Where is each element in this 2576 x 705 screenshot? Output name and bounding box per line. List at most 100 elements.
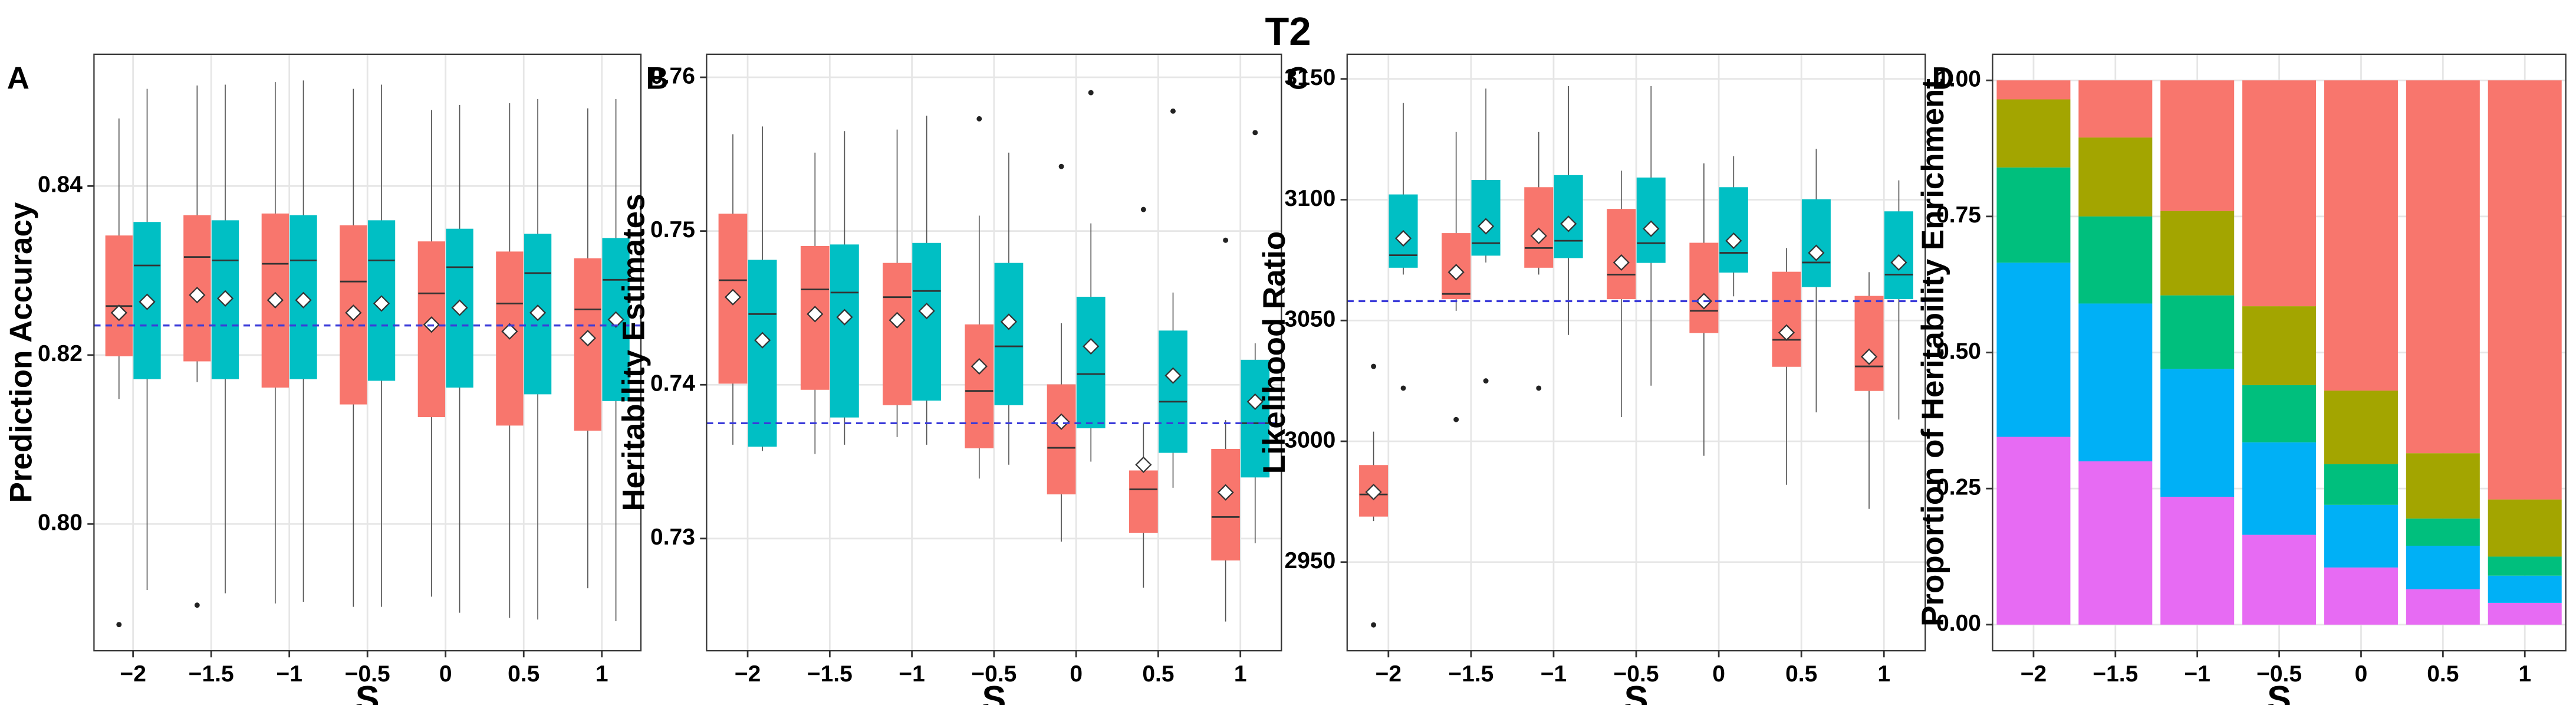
bar-segment xyxy=(2406,80,2480,454)
bar-segment xyxy=(2488,556,2562,576)
box xyxy=(994,263,1024,405)
mean-marker xyxy=(1778,324,1795,341)
mean-marker xyxy=(1560,215,1577,232)
mean-marker xyxy=(345,304,362,322)
bar-segment xyxy=(2406,546,2480,589)
panel-label: D xyxy=(1932,61,1954,96)
mean-marker xyxy=(807,306,824,323)
x-tick-label: −1 xyxy=(899,661,925,687)
mean-marker xyxy=(1725,232,1742,250)
bar-segment xyxy=(2078,461,2153,625)
mean-marker xyxy=(529,304,547,322)
mean-marker xyxy=(216,290,234,307)
x-axis-title: S xyxy=(982,679,1006,705)
outlier xyxy=(1371,363,1377,369)
bar-segment xyxy=(2488,602,2562,625)
box xyxy=(1554,175,1583,258)
x-tick-label: −2 xyxy=(735,661,761,687)
x-tick-label: 1 xyxy=(1877,661,1890,687)
box xyxy=(1719,187,1748,273)
bar-segment xyxy=(2160,211,2235,296)
bar-segment xyxy=(2078,80,2153,138)
bar-segment xyxy=(2324,80,2398,391)
box xyxy=(1854,296,1884,391)
x-tick-label: 0 xyxy=(2355,661,2368,687)
box xyxy=(1607,209,1636,300)
x-tick-label: −1 xyxy=(276,661,302,687)
mean-marker xyxy=(607,311,624,328)
mean-marker xyxy=(189,286,206,304)
panel-label: C xyxy=(1287,61,1309,96)
panel-label: B xyxy=(646,61,668,96)
bar-segment xyxy=(1996,80,2071,100)
y-tick-label: 0.75 xyxy=(1936,202,1981,228)
mean-marker xyxy=(1217,484,1234,501)
box xyxy=(1211,448,1241,561)
bar-segment xyxy=(2324,567,2398,625)
y-tick-label: 0.74 xyxy=(650,371,695,396)
bar-segment xyxy=(2242,535,2317,625)
x-tick-label: 1 xyxy=(596,661,608,687)
box xyxy=(830,244,859,418)
bar-segment xyxy=(2488,80,2562,500)
mean-marker xyxy=(754,332,771,349)
box xyxy=(748,260,777,447)
y-tick-label: 2950 xyxy=(1285,548,1336,573)
outlier xyxy=(116,622,122,628)
mean-marker xyxy=(1365,483,1382,501)
x-tick-label: −0.5 xyxy=(2256,661,2302,687)
mean-marker xyxy=(1477,218,1495,235)
x-tick-label: −2 xyxy=(2021,661,2047,687)
y-tick-label: 1.00 xyxy=(1936,67,1981,92)
x-tick-label: 1 xyxy=(2518,661,2531,687)
y-tick-label: 0.84 xyxy=(38,172,83,198)
x-tick-label: −1.5 xyxy=(1448,661,1493,687)
outlier xyxy=(1223,237,1229,243)
x-axis-title: S xyxy=(2267,679,2291,705)
box xyxy=(446,228,473,388)
mean-marker xyxy=(295,291,312,309)
mean-marker xyxy=(579,330,596,347)
mean-marker xyxy=(1164,367,1182,384)
outlier xyxy=(1252,130,1258,136)
y-tick-label: 3100 xyxy=(1285,186,1336,211)
y-tick-label: 0.25 xyxy=(1936,474,1981,500)
mean-marker xyxy=(1613,254,1630,271)
box xyxy=(1241,359,1270,478)
y-axis-title: Proportion of Heritability Enrichment xyxy=(1916,78,1950,627)
x-tick-label: −0.5 xyxy=(345,661,390,687)
mean-marker xyxy=(451,299,468,316)
bar-segment xyxy=(2488,499,2562,557)
box xyxy=(1471,180,1501,256)
mean-marker xyxy=(1246,393,1264,411)
bar-segment xyxy=(2078,137,2153,217)
mean-marker xyxy=(970,358,988,375)
outlier xyxy=(1483,378,1489,384)
bar-segment xyxy=(1996,99,2071,168)
box xyxy=(1129,470,1158,533)
y-axis-title: Prediction Accuracy xyxy=(4,202,39,503)
x-tick-label: 0 xyxy=(439,661,452,687)
x-tick-label: −0.5 xyxy=(971,661,1016,687)
box xyxy=(1047,384,1076,494)
mean-marker xyxy=(139,293,156,310)
bar-segment xyxy=(2406,589,2480,625)
x-tick-label: −2 xyxy=(1376,661,1401,687)
panel: 0.00 0.25 0.50 0.75 1.00 −2 −1.5 −1 −0.5 0 0.5 1 D S P… xyxy=(1916,53,2567,705)
y-tick-label: 0.73 xyxy=(650,524,695,550)
bar-segment xyxy=(2324,464,2398,505)
mean-marker xyxy=(836,309,853,326)
mean-marker xyxy=(1808,244,1825,261)
outlier xyxy=(1371,622,1377,628)
x-tick-label: −1.5 xyxy=(807,661,853,687)
bar-segment xyxy=(2242,80,2317,307)
plot-border xyxy=(706,53,1282,652)
outlier xyxy=(1453,417,1459,422)
outlier xyxy=(1536,385,1542,391)
mean-marker xyxy=(1000,313,1018,330)
box xyxy=(1076,296,1106,428)
y-tick-label: 0.50 xyxy=(1936,339,1981,364)
x-tick-label: −1.5 xyxy=(2093,661,2138,687)
x-axis-title: S xyxy=(356,679,380,705)
